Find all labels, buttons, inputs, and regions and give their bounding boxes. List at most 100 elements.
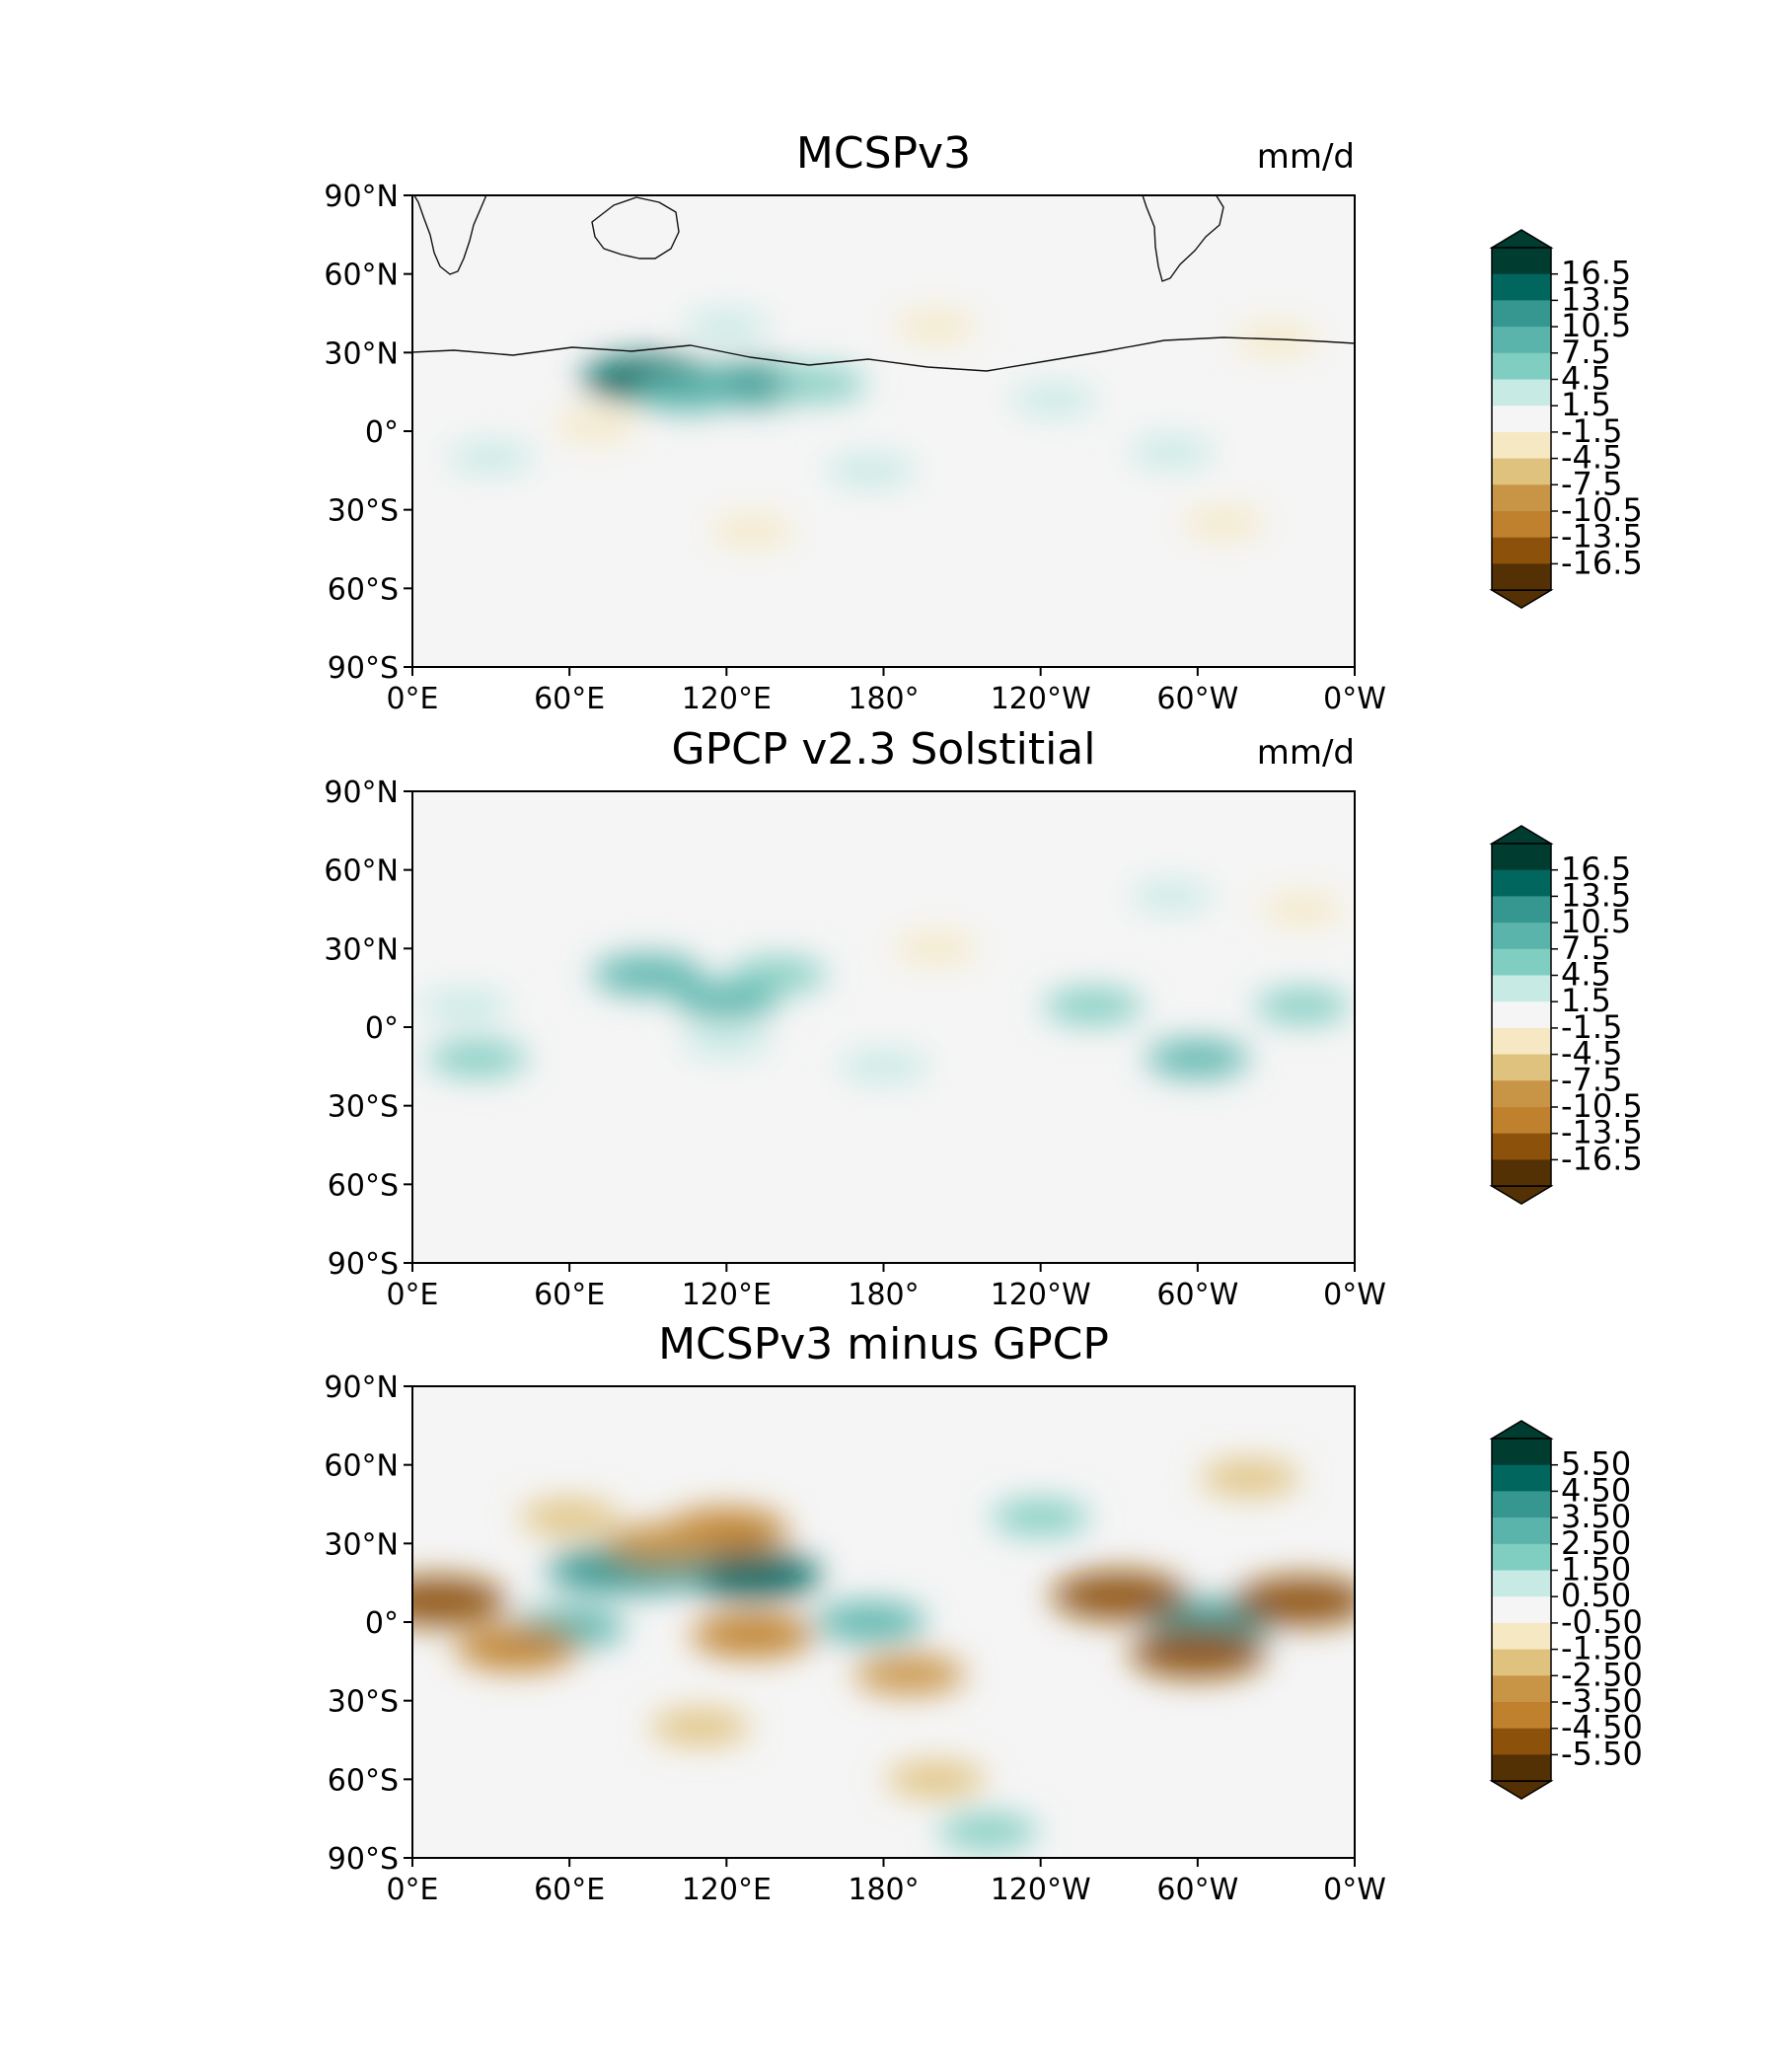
anomaly-blob <box>674 982 778 1020</box>
anomaly-blob <box>938 1813 1038 1850</box>
colorbar-segment <box>1492 484 1551 512</box>
colorbar-segment <box>1492 1728 1551 1755</box>
colorbar-extend-top <box>1489 1420 1554 1440</box>
colorbar-segment <box>1492 1649 1551 1676</box>
anomaly-blob <box>605 1522 717 1564</box>
anomaly-blob <box>731 957 827 993</box>
colorbar-label: -1.5 <box>1561 1008 1622 1046</box>
x-tick-label: 120°W <box>991 1873 1091 1907</box>
colorbar-label: 5.50 <box>1561 1445 1631 1483</box>
colorbar-segment <box>1492 1754 1551 1782</box>
colorbar-label: 10.5 <box>1561 903 1631 940</box>
panel-title: MCSPv3 <box>796 128 971 179</box>
y-tick-label: 90°S <box>328 651 399 686</box>
y-tick-label: 0° <box>365 1606 399 1641</box>
colorbar-segment <box>1492 1054 1551 1081</box>
y-tick-label: 60°S <box>328 1763 399 1798</box>
colorbar-label: 16.5 <box>1561 851 1631 888</box>
y-tick-label: 90°N <box>324 180 399 214</box>
x-tick-label: 60°W <box>1156 682 1238 716</box>
colorbar-segment <box>1492 563 1551 591</box>
colorbar-label: -7.5 <box>1561 465 1622 502</box>
units-label: mm/d <box>1257 137 1355 177</box>
colorbar-label: -13.5 <box>1561 518 1643 555</box>
precip-anomaly-field <box>412 1459 1355 1850</box>
colorbar-segment <box>1492 300 1551 328</box>
colorbar-segment <box>1492 1464 1551 1492</box>
x-tick-label: 180° <box>848 1278 919 1312</box>
anomaly-blob <box>1182 507 1266 539</box>
colorbar-label: 4.50 <box>1561 1471 1631 1509</box>
colorbar-label: 0.50 <box>1561 1577 1631 1614</box>
anomaly-blob <box>886 1760 986 1798</box>
colorbar-label: 3.50 <box>1561 1498 1631 1535</box>
colorbar-segment <box>1492 537 1551 564</box>
anomaly-blob <box>1009 383 1098 416</box>
colorbar: 16.513.510.57.54.51.5-1.5-4.5-7.5-10.5-1… <box>1489 825 1643 1205</box>
map-panel-3: MCSPv3 minus GPCP 0°E 60°E 120°E 180° 120°W 60… <box>324 1319 1643 1907</box>
colorbar-segment <box>1492 1001 1551 1029</box>
colorbar-label: 7.5 <box>1561 929 1611 967</box>
y-tick-label: 90°S <box>328 1247 399 1282</box>
anomaly-blob <box>710 515 794 547</box>
colorbar-label: -13.5 <box>1561 1114 1643 1151</box>
colorbar-segment <box>1492 248 1551 275</box>
anomaly-blob <box>633 372 742 411</box>
anomaly-blob <box>691 1612 815 1659</box>
anomaly-blob <box>650 1708 751 1745</box>
map-panel-1: MCSPv3 mm/d 0°E 60°E 120°E 180° 120°W 60°W 0°W 90… <box>324 128 1643 716</box>
colorbar-label: -0.50 <box>1561 1603 1643 1641</box>
colorbar-label: -10.5 <box>1561 1087 1643 1125</box>
colorbar: 16.513.510.57.54.51.5-1.5-4.5-7.5-10.5-1… <box>1489 229 1643 609</box>
y-tick-label: 90°N <box>324 776 399 810</box>
x-tick-label: 0°W <box>1323 682 1386 716</box>
anomaly-blob <box>894 311 978 342</box>
colorbar-frame <box>1491 843 1552 1187</box>
map-background <box>412 195 1355 667</box>
y-tick-label: 60°S <box>328 572 399 607</box>
colorbar-label: 1.50 <box>1561 1551 1631 1589</box>
anomaly-blob <box>592 954 704 996</box>
colorbar-segment <box>1492 1107 1551 1135</box>
anomaly-blob <box>427 1040 528 1077</box>
x-tick-label: 60°E <box>534 1873 605 1907</box>
colorbar-segment <box>1492 406 1551 433</box>
anomaly-blob <box>991 1499 1091 1536</box>
colorbar-label: -3.50 <box>1561 1682 1643 1720</box>
colorbar-frame <box>1491 247 1552 591</box>
colorbar-label: -4.50 <box>1561 1709 1643 1746</box>
colorbar-frame <box>1491 1438 1552 1782</box>
precip-anomaly-field <box>418 880 1351 1083</box>
colorbar-segment <box>1492 1080 1551 1108</box>
colorbar-segment <box>1492 896 1551 924</box>
colorbar-segment <box>1492 458 1551 485</box>
colorbar-label: -4.5 <box>1561 1035 1622 1073</box>
colorbar-label: -16.5 <box>1561 544 1643 581</box>
colorbar-label: 13.5 <box>1561 876 1631 914</box>
colorbar-segment <box>1492 431 1551 460</box>
anomaly-blob <box>1146 1039 1250 1077</box>
y-tick-label: 90°N <box>324 1370 399 1405</box>
colorbar-label: 16.5 <box>1561 255 1631 292</box>
colorbar-segment <box>1492 1517 1551 1545</box>
colorbar-segment <box>1492 327 1551 354</box>
colorbar-label: 4.5 <box>1561 360 1611 398</box>
y-tick-label: 90°S <box>328 1842 399 1877</box>
y-tick-label: 60°N <box>324 1449 399 1484</box>
colorbar-segment <box>1492 1491 1551 1518</box>
colorbar-label: 4.5 <box>1561 956 1611 994</box>
colorbar-segment <box>1492 511 1551 539</box>
anomaly-blob <box>1234 1576 1355 1626</box>
y-tick-label: 30°N <box>324 932 399 967</box>
colorbar: 5.504.503.502.501.500.50-0.50-1.50-2.50-… <box>1489 1420 1643 1800</box>
colorbar-segment <box>1492 1543 1551 1571</box>
x-tick-label: 0°W <box>1323 1278 1386 1312</box>
colorbar-segment <box>1492 1027 1551 1056</box>
x-tick-label: 120°E <box>682 1873 772 1907</box>
colorbar-label: 1.5 <box>1561 386 1611 423</box>
colorbar-label: 7.5 <box>1561 333 1611 371</box>
y-tick-label: 30°N <box>324 336 399 371</box>
colorbar-label: -10.5 <box>1561 491 1643 529</box>
colorbar-label: -7.5 <box>1561 1061 1622 1098</box>
